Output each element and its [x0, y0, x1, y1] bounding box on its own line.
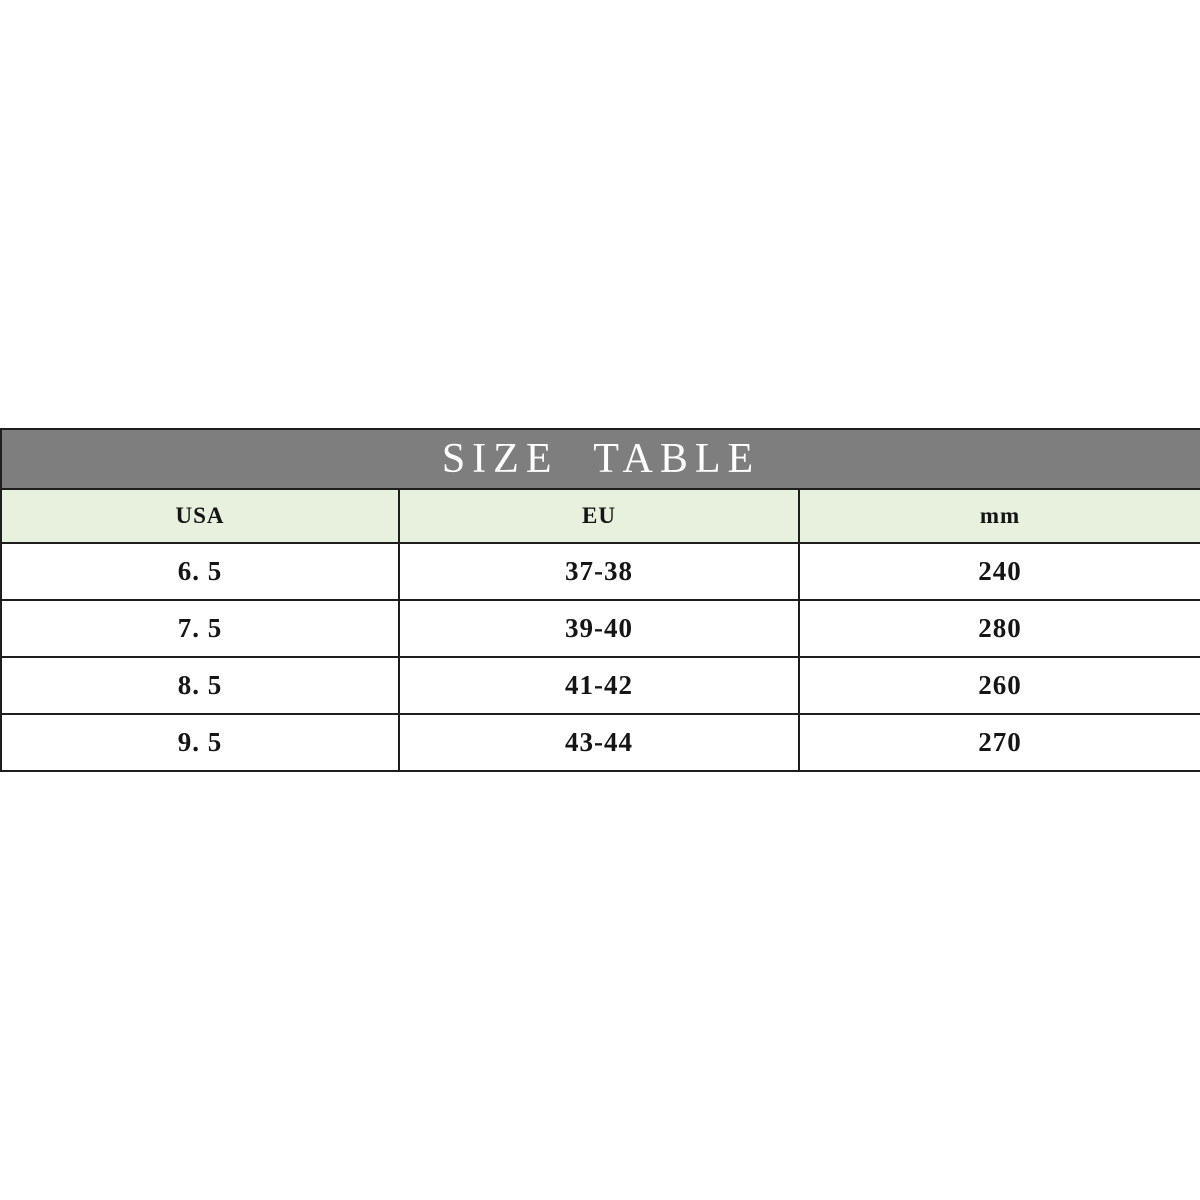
- size-table: SIZE TABLE USA EU mm 6. 5 37-38 240 7. 5…: [0, 428, 1200, 772]
- cell-usa-size: 6. 5: [0, 542, 400, 601]
- cell-eu-size: 37-38: [398, 542, 800, 601]
- table-title: SIZE TABLE: [0, 428, 1200, 490]
- title-row: SIZE TABLE: [0, 428, 1200, 490]
- cell-usa-size: 8. 5: [0, 656, 400, 715]
- cell-mm-size: 240: [798, 542, 1200, 601]
- cell-usa-size: 7. 5: [0, 599, 400, 658]
- cell-eu-size: 41-42: [398, 656, 800, 715]
- table-row: 8. 5 41-42 260: [0, 656, 1200, 715]
- table-row: 7. 5 39-40 280: [0, 599, 1200, 658]
- header-row: USA EU mm: [0, 488, 1200, 544]
- cell-mm-size: 270: [798, 713, 1200, 772]
- cell-eu-size: 39-40: [398, 599, 800, 658]
- cell-eu-size: 43-44: [398, 713, 800, 772]
- table-row: 6. 5 37-38 240: [0, 542, 1200, 601]
- column-header-usa: USA: [0, 488, 400, 544]
- cell-usa-size: 9. 5: [0, 713, 400, 772]
- column-header-mm: mm: [798, 488, 1200, 544]
- column-header-eu: EU: [398, 488, 800, 544]
- cell-mm-size: 280: [798, 599, 1200, 658]
- table-row: 9. 5 43-44 270: [0, 713, 1200, 772]
- cell-mm-size: 260: [798, 656, 1200, 715]
